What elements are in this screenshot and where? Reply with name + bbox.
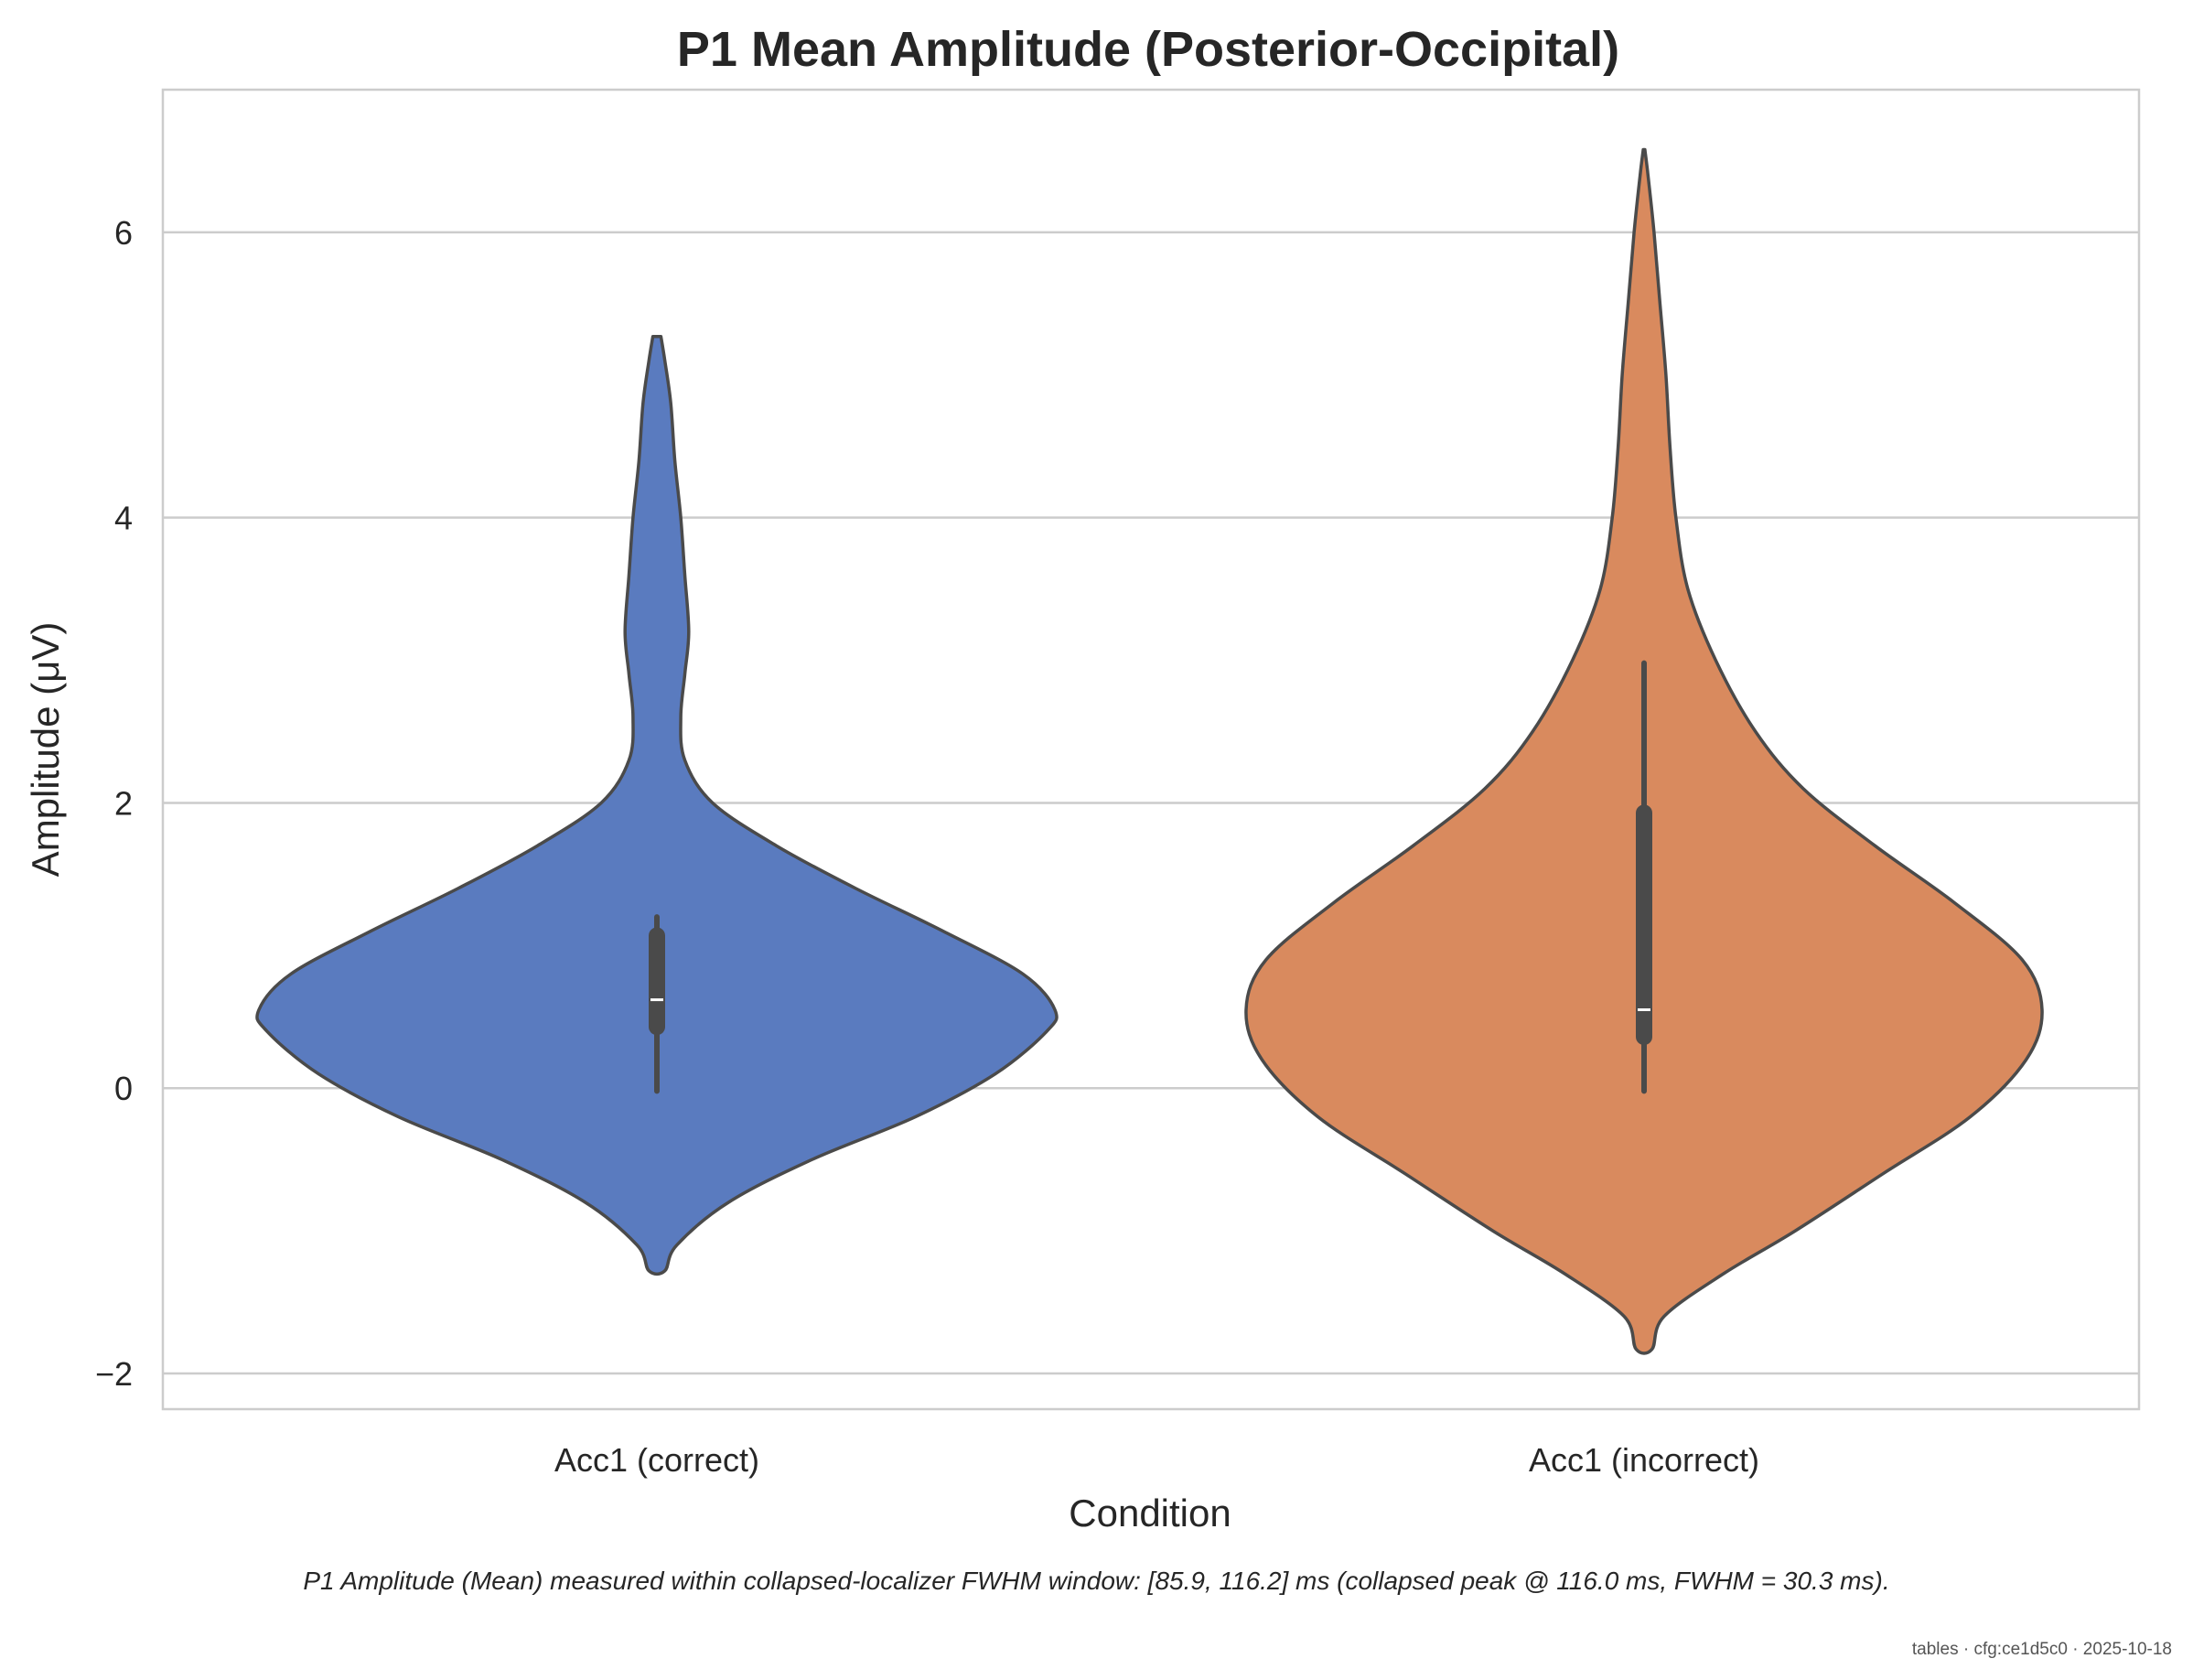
y-tick-label-3: 4 <box>114 500 133 537</box>
violin-series <box>255 147 2044 1355</box>
y-tick-label-2: 2 <box>114 784 133 822</box>
y-axis-label: Amplitude (μV) <box>24 622 67 878</box>
y-tick-label-4: 6 <box>114 214 133 252</box>
figure-caption: P1 Amplitude (Mean) measured within coll… <box>303 1567 1890 1595</box>
x-tick-label-0: Acc1 (correct) <box>554 1441 759 1479</box>
y-tick-label-1: 0 <box>114 1070 133 1107</box>
plot-frame <box>161 88 2141 1411</box>
y-tick-label-0: −2 <box>95 1355 133 1393</box>
chart-title: P1 Mean Amplitude (Posterior-Occipital) <box>677 22 1619 77</box>
x-axis-label: Condition <box>1069 1492 1231 1535</box>
y-gridlines <box>163 231 2139 1375</box>
footer-stamp: tables · cfg:ce1d5c0 · 2025-10-18 <box>1911 1640 2172 1659</box>
x-tick-label-1: Acc1 (incorrect) <box>1529 1441 1759 1479</box>
violin-body-0 <box>255 334 1059 1276</box>
y-tick-labels: −2 0 2 4 6 <box>95 214 133 1393</box>
x-tick-labels: Acc1 (correct) Acc1 (incorrect) <box>554 1441 1759 1479</box>
